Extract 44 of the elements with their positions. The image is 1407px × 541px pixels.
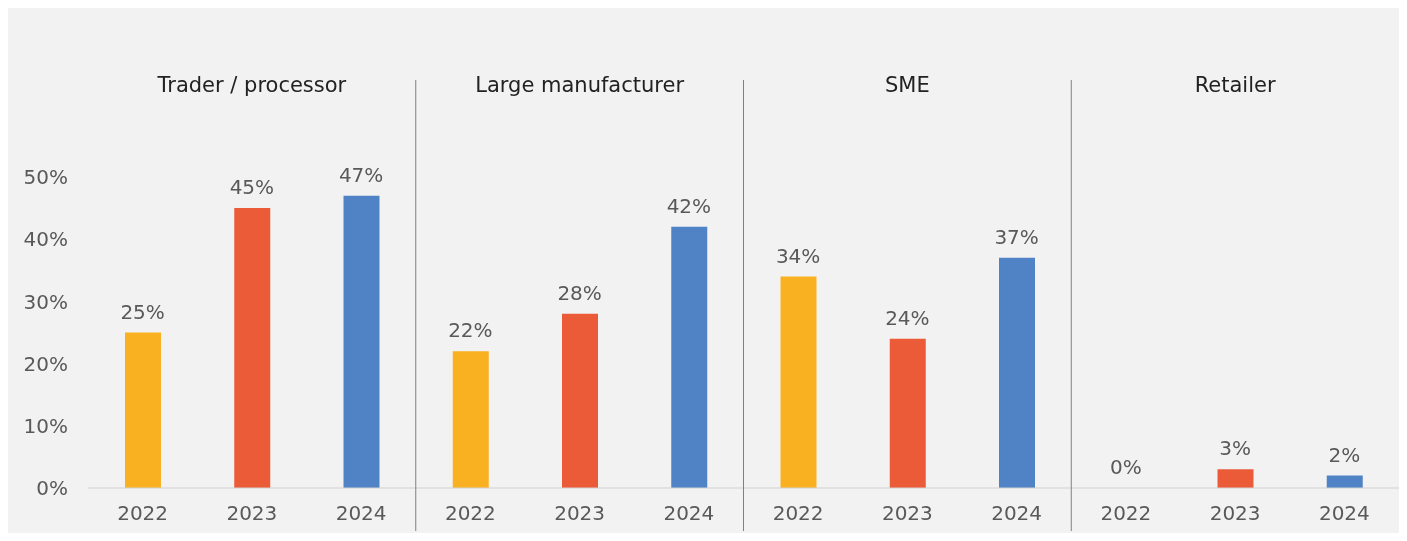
x-tick-label: 2024 <box>335 501 387 526</box>
y-tick-label: 10% <box>23 413 68 438</box>
x-tick-label: 2022 <box>772 501 824 526</box>
data-label: 42% <box>666 193 712 218</box>
data-label: 34% <box>775 243 821 268</box>
bar <box>999 257 1035 488</box>
text: Trader / processor <box>156 73 347 97</box>
data-label: 28% <box>557 280 602 305</box>
bar <box>889 338 926 488</box>
x-tick-label: 2024 <box>991 501 1043 526</box>
bar <box>780 276 817 488</box>
bar <box>452 351 489 488</box>
text: Retailer <box>1194 73 1276 97</box>
data-label: 0% <box>1110 455 1142 479</box>
data-label: 45% <box>229 175 275 200</box>
text: SME <box>885 73 930 97</box>
data-label: 25% <box>120 299 165 324</box>
x-tick-label: 2022 <box>1100 501 1152 526</box>
y-tick-label: 0% <box>36 476 68 501</box>
data-label: 22% <box>448 318 493 343</box>
data-label: 47% <box>338 162 384 187</box>
y-tick-label: 40% <box>23 227 68 252</box>
data-label: 3% <box>1219 436 1251 461</box>
x-tick-label: 2023 <box>554 501 606 526</box>
x-tick-label: 2023 <box>881 501 933 526</box>
data-label: 37% <box>994 224 1039 249</box>
x-tick-label: 2023 <box>1209 501 1261 526</box>
data-label: 2% <box>1328 442 1361 467</box>
x-tick-label: 2022 <box>444 501 496 526</box>
bar <box>234 208 271 488</box>
y-tick-label: 20% <box>23 351 68 376</box>
x-tick-label: 2024 <box>1318 501 1370 526</box>
bar <box>671 226 708 488</box>
y-tick-label: 50% <box>23 165 68 190</box>
y-tick-label: 30% <box>23 289 68 314</box>
bar <box>125 332 161 488</box>
bar <box>1217 469 1254 488</box>
x-tick-label: 2023 <box>226 501 278 526</box>
x-tick-label: 2022 <box>117 501 169 526</box>
bar <box>562 313 598 488</box>
data-label: 24% <box>885 305 930 330</box>
x-tick-label: 2024 <box>663 501 715 526</box>
text: Large manufacturer <box>475 73 685 97</box>
bar <box>343 195 380 488</box>
